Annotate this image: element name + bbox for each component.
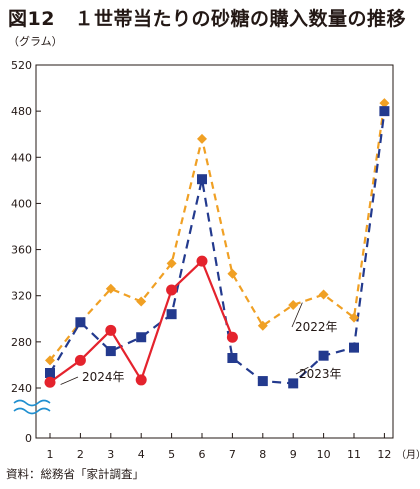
data-point-diamond [105, 283, 116, 294]
data-point-circle [44, 376, 56, 388]
data-point-circle [74, 354, 86, 366]
leader-line [60, 376, 79, 385]
x-tick-label: 1 [47, 448, 54, 461]
data-point-square [257, 376, 268, 387]
y-tick-label: 520 [11, 59, 32, 72]
y-tick-label: 240 [11, 382, 32, 395]
data-point-square [105, 346, 116, 357]
x-tick-label: 10 [317, 448, 331, 461]
data-point-square [227, 353, 238, 364]
plot-frame [35, 64, 394, 439]
x-tick-label: 3 [107, 448, 114, 461]
data-point-square [75, 317, 86, 328]
x-tick-label: 6 [199, 448, 206, 461]
series-label-2024: 2024年 [82, 370, 125, 384]
series-labels: 2022年 2023年 2024年 [60, 302, 342, 385]
source-note: 資料：総務省「家計調査」 [6, 467, 144, 481]
leader-line [295, 366, 309, 375]
axis-break-mark [13, 399, 51, 407]
data-point-diamond [379, 98, 390, 109]
x-tick-label: 11 [347, 448, 361, 461]
chart-title: 図12 １世帯当たりの砂糖の購入数量の推移 [8, 8, 406, 30]
x-tick-label: 9 [290, 448, 297, 461]
data-point-diamond [318, 289, 329, 300]
x-tick-label: 2 [77, 448, 84, 461]
series-line-2023 [49, 110, 386, 385]
y-tick-label: 480 [11, 105, 32, 118]
y-tick-label: 360 [11, 244, 32, 257]
y-unit-label: （グラム） [8, 35, 63, 48]
data-point-square [349, 342, 359, 353]
y-tick-label: 280 [11, 336, 32, 349]
data-point-circle [135, 374, 147, 386]
data-point-square [166, 309, 177, 320]
data-point-square [197, 174, 207, 185]
data-point-diamond [45, 355, 55, 366]
x-tick-label: 8 [259, 448, 266, 461]
series-markers [44, 98, 390, 389]
data-point-diamond [349, 312, 359, 323]
data-point-square [379, 106, 390, 117]
data-point-circle [105, 324, 117, 336]
series-label-2023: 2023年 [299, 367, 342, 381]
data-point-square [136, 332, 147, 343]
series-lines [49, 102, 386, 385]
data-point-circle [226, 331, 238, 343]
x-tick-label: 12 [377, 448, 391, 461]
axis-break-mark [13, 407, 51, 415]
data-point-diamond [197, 133, 207, 144]
data-point-circle [196, 255, 208, 267]
y-tick-label: 400 [11, 197, 32, 210]
x-tick-label: 5 [168, 448, 175, 461]
data-point-diamond [227, 268, 238, 279]
data-point-circle [166, 284, 178, 296]
y-tick-label: 320 [11, 290, 32, 303]
x-axis-unit-label: （月） [396, 449, 420, 461]
data-point-square [318, 350, 329, 361]
x-tick-label: 4 [138, 448, 145, 461]
series-line-2022 [49, 102, 386, 361]
data-point-square [288, 378, 299, 389]
data-point-diamond [257, 320, 268, 331]
data-point-diamond [136, 296, 147, 307]
data-point-diamond [288, 299, 299, 310]
data-point-diamond [166, 258, 177, 269]
y-tick-label: 0 [25, 432, 32, 445]
y-tick-label: 440 [11, 151, 32, 164]
data-point-square [45, 368, 55, 379]
x-tick-label: 7 [229, 448, 236, 461]
leader-line [291, 302, 303, 328]
series-label-2022: 2022年 [295, 320, 338, 334]
